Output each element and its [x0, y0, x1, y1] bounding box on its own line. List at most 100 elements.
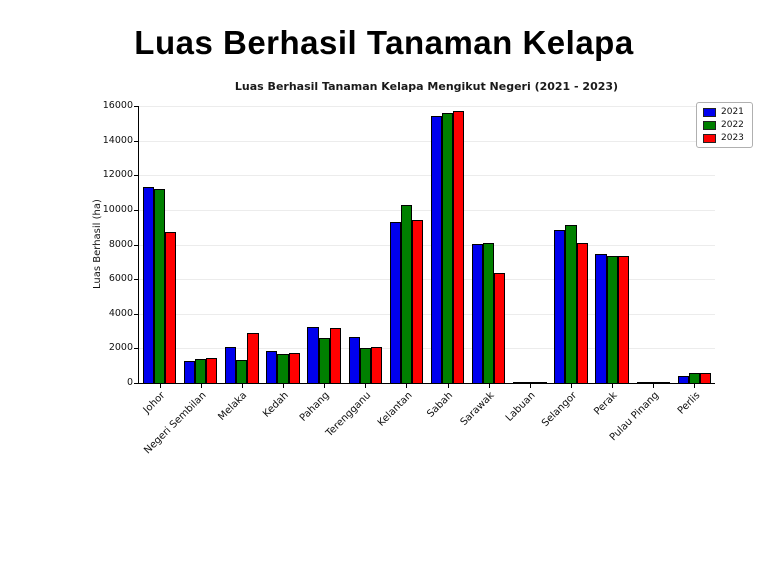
bar-2021-perlis: [677, 376, 689, 383]
bar-2023-selangor: [576, 242, 588, 383]
y-tick-mark: [134, 106, 139, 107]
y-tick-label: 12000: [102, 169, 133, 181]
x-tick-label: Sarawak: [458, 390, 497, 429]
bar-2021-selangor: [554, 229, 566, 383]
bar-2021-kedah: [266, 350, 278, 383]
x-tick-mark: [283, 383, 284, 388]
bar-2023-pulau-pinang: [658, 382, 670, 383]
legend: 2021 2022 2023: [696, 102, 753, 148]
bar-2021-sabah: [430, 116, 442, 383]
bar-2023-sabah: [453, 111, 465, 383]
x-tick-mark: [324, 383, 326, 388]
legend-label: 2021: [721, 107, 744, 117]
gridline: [139, 175, 715, 177]
bar-2021-kelantan: [389, 222, 401, 383]
x-tick-mark: [200, 383, 202, 388]
x-tick-label: Perak: [592, 390, 620, 418]
gridline: [139, 313, 715, 315]
bar-2022-pahang: [318, 338, 330, 383]
bar-2023-kedah: [288, 352, 300, 383]
y-tick-mark: [134, 348, 139, 350]
x-tick-label: Perlis: [675, 390, 703, 417]
x-tick-label: Pahang: [298, 390, 332, 424]
legend-label: 2023: [721, 133, 744, 143]
bar-2022-sarawak: [483, 242, 495, 383]
legend-item-2023: 2023: [703, 133, 744, 143]
x-tick-mark: [694, 383, 696, 388]
bar-2022-kelantan: [400, 204, 412, 383]
bar-2022-pulau-pinang: [647, 382, 659, 383]
gridline: [139, 106, 715, 107]
x-tick-mark: [447, 383, 449, 388]
legend-swatch-2022: [703, 120, 716, 130]
bar-2021-sarawak: [472, 243, 484, 383]
y-tick-label: 6000: [108, 273, 133, 285]
chart-title: Luas Berhasil Tanaman Kelapa Mengikut Ne…: [234, 80, 619, 93]
bar-2023-melaka: [247, 332, 259, 383]
x-tick-mark: [159, 383, 161, 388]
y-tick-mark: [134, 313, 139, 315]
x-tick-label: Kedah: [261, 390, 291, 420]
plot-area: Luas Berhasil (ha) 0 2000 4000 6000 8000 1000…: [92, 100, 715, 456]
x-tick-mark: [241, 383, 243, 388]
x-tick-label: Johor: [141, 390, 168, 416]
bar-2022-perak: [606, 255, 618, 383]
y-tick-mark: [134, 244, 139, 246]
x-tick-mark: [612, 383, 614, 388]
x-tick-label: Melaka: [216, 390, 250, 423]
bar-2021-negeri-sembilan: [184, 360, 196, 383]
bar-2023-kelantan: [411, 220, 424, 383]
page-title: Luas Berhasil Tanaman Kelapa: [134, 24, 634, 61]
x-tick-label: Kelantan: [375, 390, 415, 429]
bar-2021-melaka: [225, 346, 237, 383]
bar-2022-sabah: [442, 112, 454, 383]
y-tick-mark: [134, 175, 139, 177]
bar-2023-negeri-sembilan: [206, 357, 218, 383]
y-tick-mark: [134, 209, 139, 211]
bar-2022-melaka: [236, 359, 248, 383]
y-tick-label: 8000: [108, 238, 133, 250]
legend-label: 2022: [721, 120, 744, 130]
y-tick-label: 16000: [102, 100, 133, 111]
legend-item-2021: 2021: [703, 107, 744, 117]
bar-2022-johor: [154, 189, 166, 383]
y-tick-label: 14000: [102, 134, 133, 146]
bar-2022-selangor: [565, 224, 577, 383]
x-tick-mark: [488, 383, 490, 388]
x-tick-mark: [653, 383, 655, 388]
legend-swatch-2023: [703, 133, 716, 143]
x-tick-mark: [406, 383, 408, 388]
chart-figure: Luas Berhasil Tanaman Kelapa Mengikut Ne…: [88, 80, 753, 500]
bar-2023-perlis: [699, 372, 712, 383]
bar-2022-terengganu: [359, 348, 371, 383]
x-tick-mark: [365, 383, 367, 388]
y-tick-label: 0: [126, 377, 133, 388]
bar-2023-johor: [165, 232, 177, 383]
bar-2023-pahang: [329, 328, 341, 383]
legend-swatch-2021: [703, 107, 716, 117]
bar-2021-perak: [595, 254, 607, 383]
bar-2022-perlis: [688, 373, 700, 383]
bar-2021-terengganu: [348, 337, 360, 383]
bar-2022-kedah: [277, 353, 289, 383]
bar-2022-labuan: [524, 382, 536, 383]
bar-2022-negeri-sembilan: [195, 358, 207, 383]
y-tick-mark: [134, 140, 139, 142]
y-tick-label: 10000: [102, 203, 133, 215]
x-tick-label: Sabah: [425, 390, 456, 420]
bar-2023-perak: [617, 255, 629, 383]
bar-2023-labuan: [535, 382, 547, 383]
bar-2021-pahang: [307, 326, 319, 383]
x-tick-mark: [529, 383, 531, 388]
bar-2021-pulau-pinang: [636, 382, 648, 383]
y-tick-mark: [134, 279, 139, 281]
x-tick-label: Labuan: [503, 390, 538, 424]
x-tick-label: Selangor: [539, 390, 579, 430]
gridline: [139, 348, 715, 350]
gridline: [139, 140, 715, 142]
bar-2023-terengganu: [370, 346, 382, 383]
y-tick-mark: [134, 383, 139, 384]
bar-2021-labuan: [513, 382, 525, 383]
gridline: [139, 209, 715, 211]
